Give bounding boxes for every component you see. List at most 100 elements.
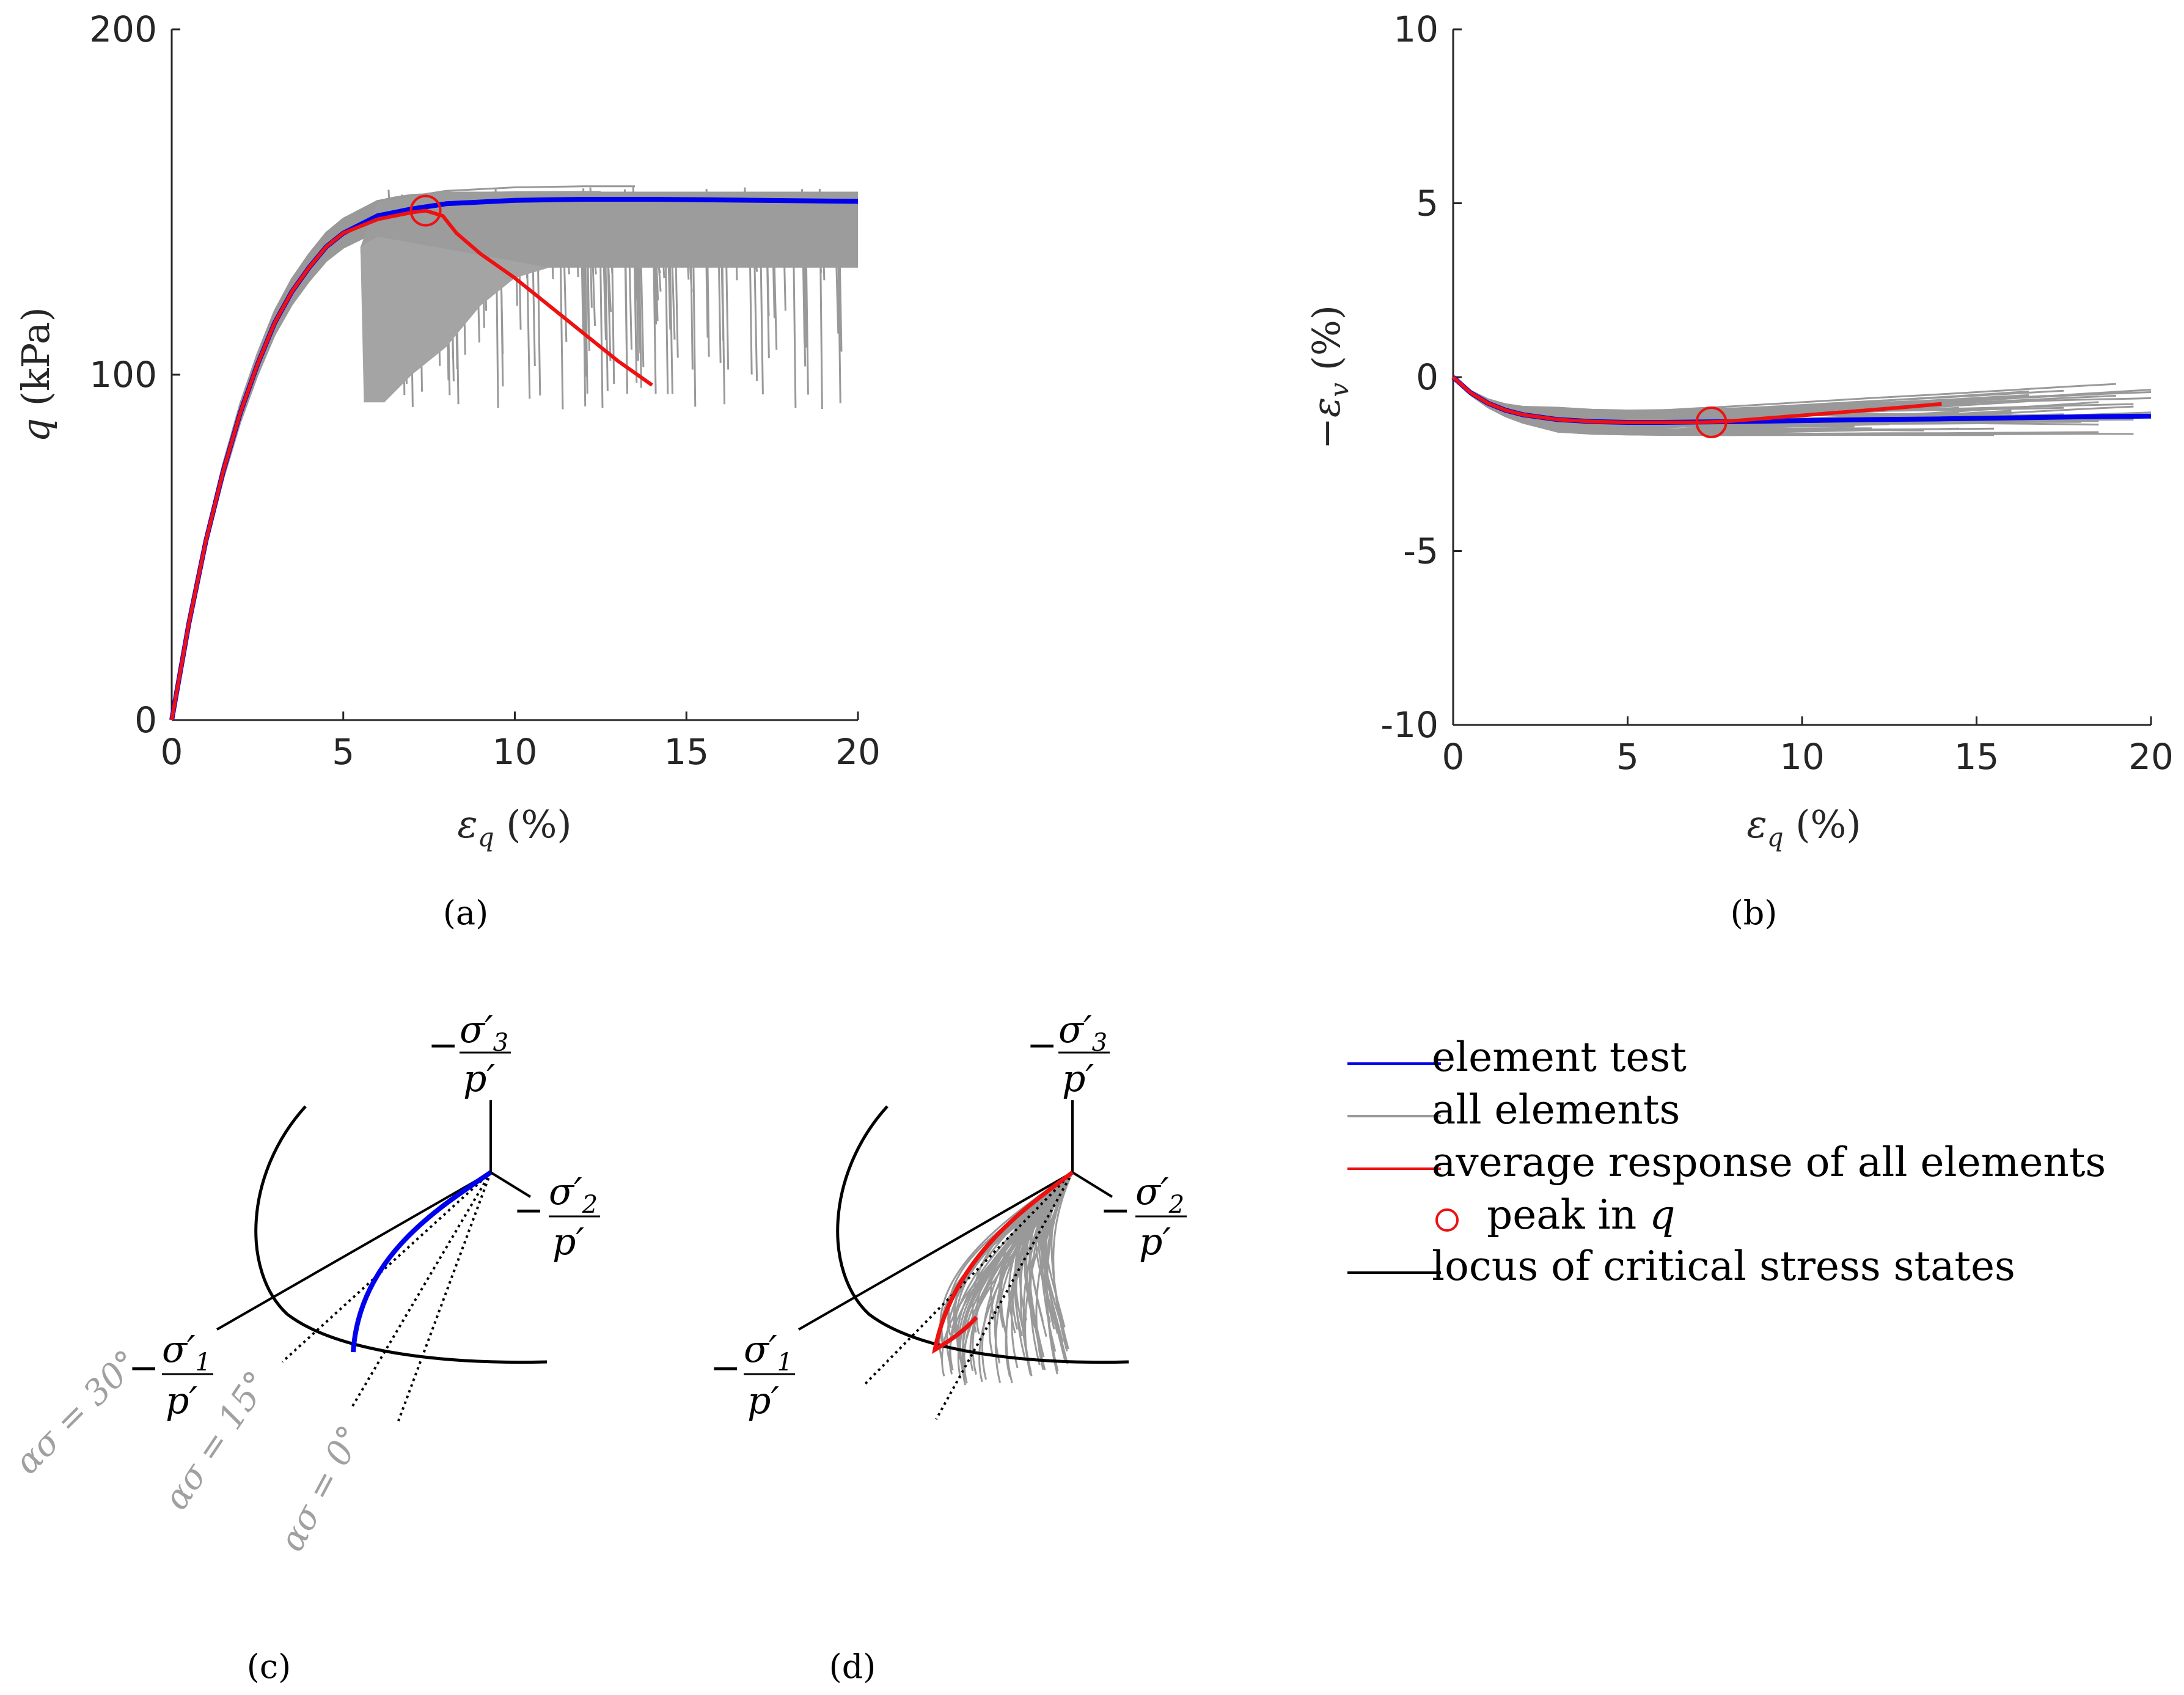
caption-d: (d) bbox=[829, 1647, 876, 1686]
legend-marker-peak bbox=[1435, 1208, 1459, 1232]
x-tick-label-a-3: 15 bbox=[664, 731, 709, 773]
caption-c: (c) bbox=[247, 1647, 291, 1686]
axis-sigma2-d bbox=[1071, 1171, 1113, 1198]
svg-text:−: − bbox=[128, 1347, 159, 1389]
svg-text:p′: p′ bbox=[552, 1221, 584, 1263]
series-a bbox=[169, 194, 859, 721]
alpha-label-30: ασ = 30° bbox=[7, 1343, 147, 1482]
y-tick-label-a-0: 0 bbox=[134, 699, 157, 741]
svg-text:σ′1: σ′1 bbox=[744, 1328, 793, 1377]
y-tick-label-b-2: 0 bbox=[1416, 356, 1438, 398]
gray-curve-a bbox=[170, 222, 378, 721]
dotted-line-alpha30 bbox=[281, 1171, 492, 1363]
legend-label-peak: peak in q bbox=[1487, 1191, 1675, 1238]
gray-curve-a bbox=[170, 227, 807, 721]
average-stress-path-d bbox=[932, 1171, 1074, 1355]
x-tick-label-a-2: 10 bbox=[493, 731, 538, 773]
svg-text:σ′3: σ′3 bbox=[460, 1009, 508, 1057]
axis-sigma1-c bbox=[216, 1171, 491, 1331]
critical-locus-d bbox=[836, 1105, 1129, 1364]
x-tick-label-a-0: 0 bbox=[161, 731, 183, 773]
y-tick-label-b-4: 10 bbox=[1393, 9, 1438, 50]
gray-curve-a bbox=[170, 210, 841, 721]
gray-stress-path-d bbox=[1024, 1172, 1074, 1376]
gray-curve-b bbox=[1453, 376, 2116, 413]
label-sigma3-d: − σ′3 p′ bbox=[1027, 1009, 1110, 1100]
x-axis-label-a: εq (%) bbox=[457, 802, 571, 852]
svg-text:p′: p′ bbox=[166, 1380, 197, 1422]
series-a-average-response-of-all-elements bbox=[170, 208, 653, 721]
gray-drop-a bbox=[607, 265, 612, 312]
axis-sigma2-c bbox=[489, 1171, 532, 1198]
diagram-d: − σ′3 p′ − σ′2 p′ − σ′1 p′ (d) bbox=[710, 1009, 1187, 1686]
gray-spikes-a bbox=[360, 237, 549, 403]
plot-b-axes bbox=[1452, 29, 2151, 726]
caption-a: (a) bbox=[443, 894, 488, 932]
ticks-b: 0 5 10 15 20 -10 -5 0 5 10 bbox=[1380, 9, 2174, 778]
gray-drop-a bbox=[669, 259, 673, 394]
dotted-line-d-1 bbox=[862, 1171, 1074, 1388]
svg-text:σ′2: σ′2 bbox=[549, 1171, 598, 1219]
y-axis-label-b: −εv (%) bbox=[1304, 305, 1354, 449]
y-tick-label-a-2: 200 bbox=[89, 9, 157, 50]
all-elements-stress-paths-d bbox=[938, 1171, 1074, 1386]
axis-sigma1-d bbox=[798, 1171, 1073, 1331]
svg-text:p′: p′ bbox=[463, 1057, 495, 1100]
gray-drop-a bbox=[640, 258, 645, 367]
svg-text:−: − bbox=[710, 1347, 741, 1389]
svg-text:−: − bbox=[1100, 1189, 1130, 1232]
x-tick-label-b-4: 20 bbox=[2128, 736, 2174, 778]
legend-label-critical-locus: locus of critical stress states bbox=[1432, 1243, 2015, 1290]
gray-curve-a bbox=[170, 229, 378, 721]
legend-label-all-elements: all elements bbox=[1432, 1086, 1680, 1133]
series-b bbox=[1451, 375, 2152, 438]
svg-text:−: − bbox=[513, 1189, 544, 1232]
gray-drop-a bbox=[671, 260, 676, 340]
gray-curve-b bbox=[1453, 376, 1820, 416]
gray-drop-a bbox=[753, 256, 758, 381]
gray-curve-b bbox=[1452, 376, 2099, 436]
gray-curve-b bbox=[1452, 376, 1767, 430]
peak-marker-a bbox=[409, 194, 442, 227]
gray-drop-a bbox=[559, 244, 564, 410]
gray-curve-a bbox=[170, 227, 378, 721]
x-tick-label-b-3: 15 bbox=[1954, 736, 1999, 778]
gray-stress-path-d bbox=[978, 1172, 1074, 1383]
svg-text:σ′2: σ′2 bbox=[1135, 1171, 1184, 1219]
critical-locus-c bbox=[254, 1105, 548, 1364]
x-tick-label-a-1: 5 bbox=[332, 731, 354, 773]
svg-text:p′: p′ bbox=[747, 1380, 779, 1422]
svg-text:p′: p′ bbox=[1062, 1057, 1094, 1100]
dotted-line-alpha0 bbox=[396, 1172, 492, 1425]
legend-label-average: average response of all elements bbox=[1432, 1139, 2106, 1186]
gray-curve-a bbox=[170, 221, 841, 721]
label-sigma1-d: − σ′1 p′ bbox=[710, 1328, 795, 1422]
label-sigma2-d: − σ′2 p′ bbox=[1100, 1171, 1187, 1263]
gray-stress-path-d bbox=[1052, 1172, 1074, 1352]
gray-band-a bbox=[360, 191, 858, 268]
svg-text:−: − bbox=[1027, 1024, 1057, 1067]
gray-curve-a bbox=[170, 208, 378, 721]
panel-b: 0 5 10 15 20 -10 -5 0 5 10 εq (%) −εv (%) (b) bbox=[1304, 9, 2174, 932]
gray-curve-a bbox=[170, 208, 841, 721]
all-elements-gray-bundle-b bbox=[1452, 376, 2152, 436]
x-axis-label-b: εq (%) bbox=[1746, 802, 1861, 852]
legend-label-element-test: element test bbox=[1432, 1034, 1687, 1081]
peak-marker-b bbox=[1695, 406, 1728, 438]
y-tick-label-b-0: -10 bbox=[1380, 704, 1438, 746]
gray-curve-b bbox=[1452, 376, 1872, 432]
gray-stress-path-d bbox=[1035, 1172, 1074, 1370]
svg-text:−: − bbox=[428, 1024, 458, 1067]
label-sigma3-c: − σ′3 p′ bbox=[428, 1009, 511, 1100]
dotted-line-alpha15 bbox=[351, 1171, 492, 1408]
gray-stress-path-d bbox=[1015, 1171, 1073, 1359]
series-b-average-response-of-all-elements bbox=[1451, 375, 1942, 424]
gray-drop-a bbox=[773, 252, 778, 350]
svg-text:σ′1: σ′1 bbox=[162, 1328, 211, 1377]
label-sigma1-c: − σ′1 p′ bbox=[128, 1328, 213, 1422]
x-tick-label-b-2: 10 bbox=[1779, 736, 1825, 778]
all-elements-gray-bundle-a bbox=[170, 185, 859, 721]
